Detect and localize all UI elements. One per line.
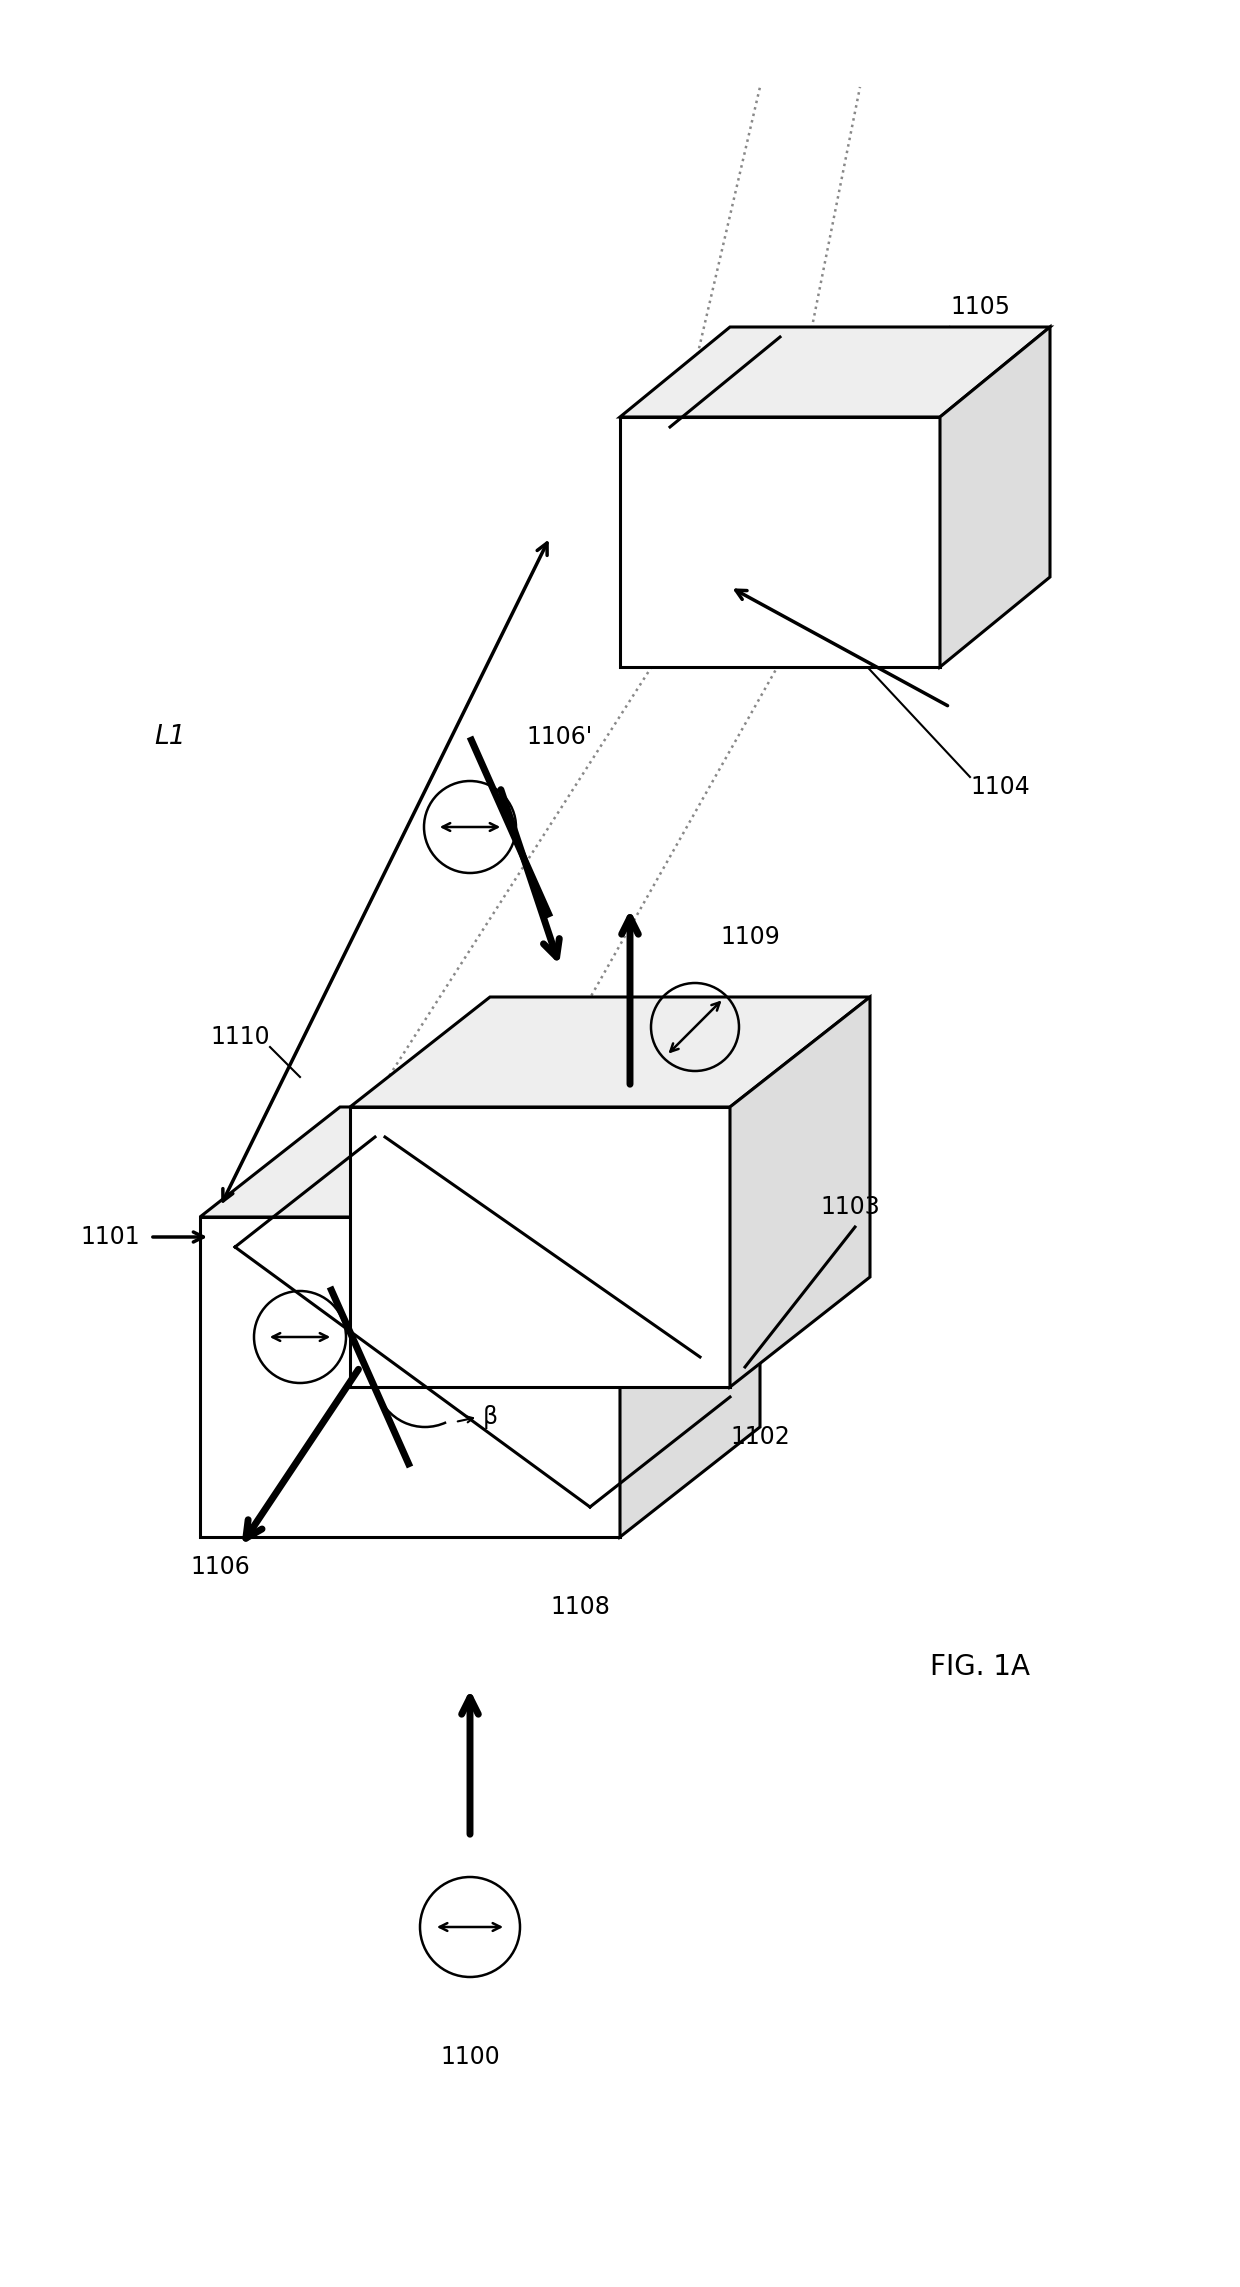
Text: 1104: 1104 xyxy=(970,775,1030,798)
Polygon shape xyxy=(350,1107,730,1386)
Text: 1105: 1105 xyxy=(950,295,1011,318)
Text: 1103: 1103 xyxy=(820,1196,880,1219)
Text: 1108: 1108 xyxy=(551,1594,610,1619)
Polygon shape xyxy=(730,997,870,1386)
Text: 1110: 1110 xyxy=(211,1025,270,1050)
Polygon shape xyxy=(940,327,1050,668)
Polygon shape xyxy=(620,1107,760,1537)
Text: 1106': 1106' xyxy=(527,725,593,750)
Text: 1109: 1109 xyxy=(720,924,780,949)
Polygon shape xyxy=(200,1217,620,1537)
Text: 1106: 1106 xyxy=(190,1555,250,1578)
Polygon shape xyxy=(620,416,940,668)
Text: L1: L1 xyxy=(154,725,186,750)
Text: FIG. 1A: FIG. 1A xyxy=(930,1654,1030,1681)
Polygon shape xyxy=(350,997,870,1107)
Text: β: β xyxy=(482,1404,497,1429)
Text: 1100: 1100 xyxy=(440,2045,500,2070)
Polygon shape xyxy=(200,1107,760,1217)
Text: 1101: 1101 xyxy=(81,1226,140,1249)
Text: 1102: 1102 xyxy=(730,1425,790,1450)
Polygon shape xyxy=(620,327,1050,416)
